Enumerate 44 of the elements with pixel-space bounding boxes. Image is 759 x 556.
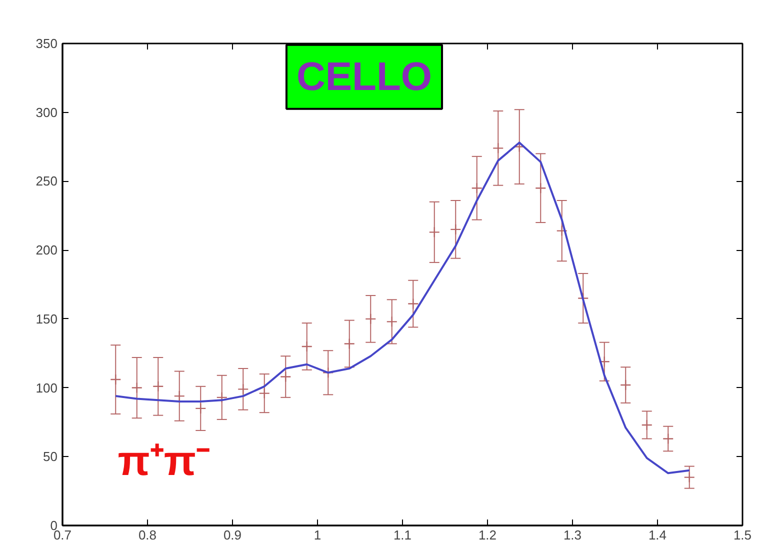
y-tick-label: 350 [36, 36, 58, 51]
x-tick-label: 0.8 [138, 528, 157, 542]
annotation: π⁺π⁻ [118, 437, 210, 484]
point [662, 433, 674, 444]
y-tick-label: 50 [43, 449, 58, 464]
point [386, 316, 398, 328]
point [344, 338, 355, 350]
point [195, 402, 206, 414]
point [110, 374, 122, 386]
point [408, 298, 419, 310]
y-tick-label: 100 [36, 380, 58, 396]
y-tick-label: 150 [36, 311, 58, 326]
line-series [114, 142, 690, 474]
point [365, 313, 376, 325]
x-tick-label: 1 [314, 528, 322, 542]
point [450, 224, 462, 236]
point [641, 419, 652, 431]
point [535, 182, 546, 194]
x-tick-label: 1.4 [648, 528, 667, 542]
point [152, 380, 164, 392]
x-tick-label: 1.5 [733, 528, 752, 542]
x-tick-label: 1.3 [563, 528, 582, 542]
point [280, 371, 292, 382]
x-tick-label: 1.2 [478, 528, 497, 542]
point [578, 292, 589, 304]
point [131, 382, 142, 394]
point [598, 356, 610, 368]
y-tick-label: 250 [36, 174, 58, 189]
point [428, 226, 440, 238]
point [238, 384, 249, 395]
point [216, 392, 228, 404]
y-tick-label: 300 [36, 104, 58, 120]
point [174, 390, 185, 402]
point [258, 388, 270, 399]
point [471, 182, 482, 194]
point [492, 142, 504, 154]
x-tick-label: 0.9 [223, 528, 242, 542]
y-tick-label: 200 [36, 242, 58, 258]
x-tick-label: 1.1 [393, 528, 412, 542]
annotation: CELLO [296, 54, 432, 99]
point [301, 340, 312, 352]
point [684, 472, 695, 483]
point [556, 225, 568, 236]
point [620, 379, 632, 391]
